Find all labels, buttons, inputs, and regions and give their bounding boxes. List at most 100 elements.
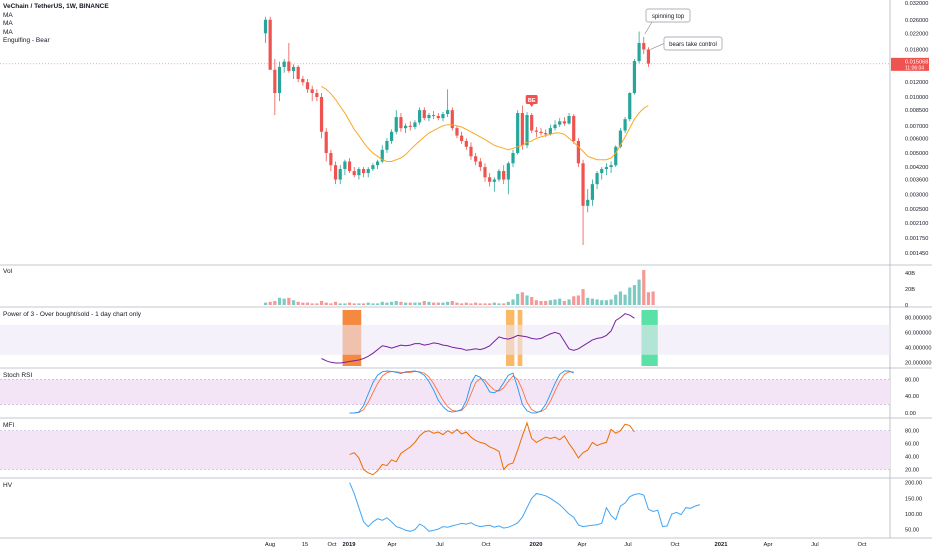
volume-bar <box>287 297 291 305</box>
candle-body <box>291 66 296 71</box>
time-tick-label: Aug <box>265 542 275 548</box>
candle <box>548 124 552 136</box>
price-tick-label: 0.010000 <box>905 95 928 101</box>
volume-bar <box>324 302 328 305</box>
candle <box>474 152 478 166</box>
legend-ma-2[interactable]: MA <box>3 20 13 27</box>
candle-body <box>450 110 454 129</box>
mfi-line <box>349 421 635 476</box>
candle-body <box>525 115 529 146</box>
price-tick-label: 0.004200 <box>905 165 928 171</box>
oscillator-tick-label: 100.00 <box>905 512 922 518</box>
candle-body <box>301 78 305 83</box>
engulfing-bear-marker: BE <box>525 95 538 108</box>
hv-line <box>349 482 700 532</box>
volume-bar <box>436 302 440 305</box>
volume-bar <box>357 303 361 305</box>
oscillator-tick-label: 80.00 <box>905 429 919 435</box>
candle <box>460 131 464 144</box>
candle <box>464 138 468 150</box>
price-axis[interactable]: 0.0320000.0260000.0220000.0180000.015000… <box>891 1 929 257</box>
candle <box>576 138 580 168</box>
legend-ma-3[interactable]: MA <box>3 28 13 36</box>
candle-body <box>394 117 398 132</box>
price-tick-label: 0.002500 <box>905 207 928 213</box>
volume-bar <box>418 302 422 305</box>
volume-bar <box>305 302 310 305</box>
volume-bar <box>567 299 571 305</box>
volume-bar <box>273 301 277 305</box>
oscillator-tick-label: 0.00 <box>905 411 916 417</box>
volume-bar <box>590 298 594 305</box>
volume-bar <box>329 303 333 305</box>
price-tick-label: 0.003000 <box>905 192 928 198</box>
candle <box>488 173 492 187</box>
price-pane[interactable]: spinning top bears take control BE <box>0 8 890 246</box>
volume-bar <box>600 300 604 305</box>
candle-body <box>375 161 380 166</box>
candle <box>614 145 618 168</box>
volume-bar <box>506 301 510 305</box>
oscillator-band <box>0 379 890 405</box>
callout-pointer <box>650 43 665 50</box>
oscillator-tick-label: 80.000000 <box>905 315 931 321</box>
legend-symbol[interactable]: VeChain / TetherUS, 1W, BINANCE <box>3 3 109 10</box>
candle <box>502 165 506 185</box>
candle <box>305 78 310 94</box>
candle <box>567 113 571 125</box>
candle-body <box>530 115 534 131</box>
candle <box>623 117 627 134</box>
candle-body <box>506 163 510 180</box>
callout-text: bears take control <box>669 42 717 48</box>
candle-body <box>548 128 552 135</box>
candle-body <box>324 131 328 153</box>
candle-body <box>310 89 314 94</box>
oscillator-tick-label: 20.000000 <box>905 360 931 366</box>
price-tick-label: 0.022000 <box>905 31 928 37</box>
candle-body <box>371 165 375 170</box>
candle <box>287 43 291 73</box>
stoch-label[interactable]: Stoch RSI <box>3 372 33 379</box>
mfi-label[interactable]: MFI <box>3 422 15 429</box>
volume-bar <box>375 303 380 305</box>
candle-body <box>474 156 478 162</box>
oscillator-band <box>0 430 890 470</box>
legend-engulfing[interactable]: Engulfing - Bear <box>3 37 50 44</box>
candle-body <box>446 110 450 115</box>
candle <box>315 89 319 102</box>
spinning-top-callout: spinning top <box>644 8 691 35</box>
volume-bar <box>268 301 272 305</box>
engulfing-bear-text: BE <box>528 98 536 104</box>
time-tick-label: Apr <box>387 542 396 548</box>
time-axis[interactable]: Aug 15 Oct 2019 Apr Jul Oct 2020 Apr Jul Oct 2021 Ap… <box>265 542 867 548</box>
price-tick-label: 0.003600 <box>905 178 928 184</box>
volume-bar <box>347 302 352 305</box>
volume-bar <box>422 301 426 305</box>
candle-body <box>361 169 366 174</box>
time-tick-label: Jul <box>811 542 818 548</box>
volume-label[interactable]: Vol <box>3 268 13 275</box>
hv-label[interactable]: HV <box>3 482 13 489</box>
candle <box>450 107 454 131</box>
legend-ma-1[interactable]: MA <box>3 11 13 19</box>
candle <box>436 113 440 121</box>
power3-label[interactable]: Power of 3 - Over bought/sold - 1 day ch… <box>3 311 142 318</box>
oscillator-tick-label: 40.00 <box>905 455 919 461</box>
hv-pane: 200.00 150.00 100.00 50.00 <box>349 481 922 534</box>
candle <box>446 89 450 118</box>
oscillator-tick-label: 40.000000 <box>905 345 931 351</box>
candle-body <box>268 19 272 70</box>
volume-bar <box>646 292 651 305</box>
candle <box>301 75 305 86</box>
callout-box <box>645 8 691 23</box>
candle <box>296 65 300 83</box>
volume-bar <box>380 301 384 305</box>
volume-bar <box>497 303 501 305</box>
time-tick-label: Apr <box>763 542 772 548</box>
time-tick-label: Oct <box>481 542 490 548</box>
time-tick-label: Apr <box>577 542 586 548</box>
candle <box>539 128 543 136</box>
candle <box>558 118 562 127</box>
